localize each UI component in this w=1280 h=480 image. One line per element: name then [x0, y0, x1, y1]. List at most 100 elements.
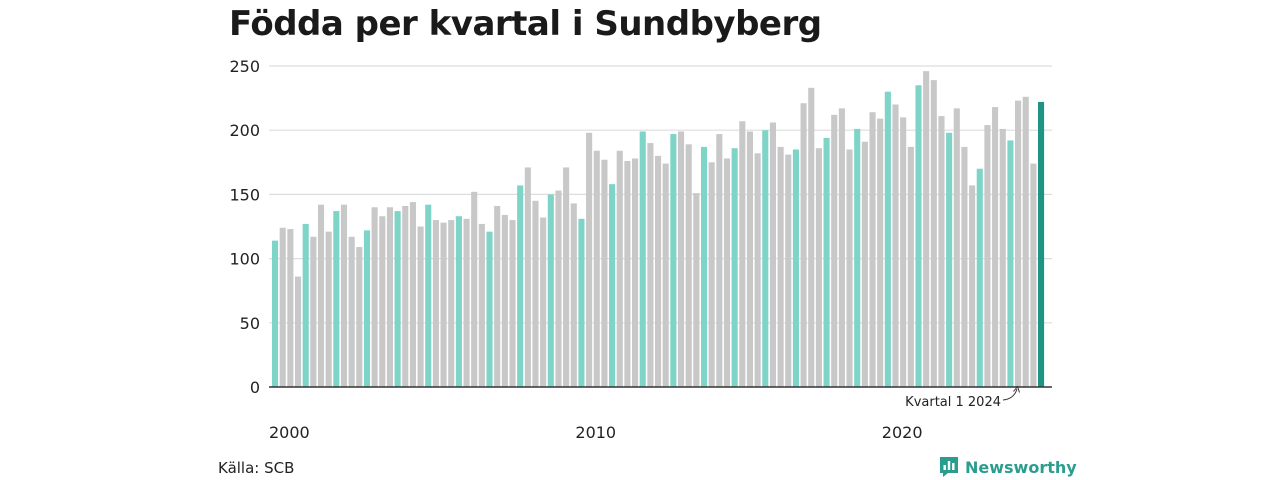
- x-tick-label: 2020: [882, 423, 923, 442]
- bar: [586, 132, 593, 387]
- bar: [325, 231, 332, 387]
- bar: [892, 104, 899, 388]
- brand-name: Newsworthy: [965, 457, 1077, 477]
- bar: [494, 205, 501, 387]
- y-tick-label: 50: [240, 314, 260, 333]
- y-tick-label: 0: [250, 378, 260, 397]
- y-tick-label: 100: [229, 250, 260, 269]
- x-tick-label: 2000: [269, 423, 310, 442]
- bar: [754, 153, 761, 387]
- bar: [455, 216, 462, 387]
- bar: [402, 205, 409, 387]
- bar: [632, 158, 639, 387]
- bar: [923, 71, 930, 387]
- bar: [700, 146, 708, 387]
- bar: [578, 218, 585, 387]
- bar: [999, 128, 1006, 388]
- annotation-arrow: [1002, 388, 1018, 401]
- bar: [884, 91, 891, 388]
- bar: [555, 190, 562, 387]
- bar: [823, 137, 830, 387]
- bar: [792, 149, 799, 387]
- bar: [961, 146, 968, 387]
- bar: [440, 222, 447, 387]
- bar: [486, 231, 493, 387]
- bar: [356, 247, 363, 387]
- bar: [693, 193, 700, 387]
- bar: [708, 162, 715, 387]
- bar: [540, 217, 547, 387]
- brand-logo[interactable]: Newsworthy: [939, 456, 1077, 478]
- bar: [915, 85, 922, 387]
- bar: [601, 159, 608, 387]
- bar: [547, 194, 554, 387]
- bar: [272, 240, 279, 387]
- y-tick-label: 200: [229, 121, 260, 140]
- bar: [677, 131, 685, 387]
- bar: [616, 150, 623, 387]
- bar: [609, 184, 616, 387]
- bar: [394, 211, 401, 387]
- bar: [723, 158, 731, 387]
- bar: [279, 227, 286, 387]
- bar: [570, 203, 577, 387]
- bar: [1022, 96, 1029, 387]
- bar: [294, 276, 302, 387]
- bar: [425, 204, 432, 387]
- bar: [363, 230, 371, 387]
- bar: [984, 125, 991, 387]
- bar: [907, 146, 914, 387]
- bar: [746, 131, 754, 387]
- bar: [371, 207, 378, 387]
- axes: 0 50 100 150 200 250 2000 2010 2020: [229, 57, 1052, 442]
- bar: [938, 116, 945, 387]
- bar: [471, 191, 478, 387]
- bar: [900, 117, 907, 388]
- bar: [1015, 100, 1022, 388]
- bar: [739, 121, 746, 388]
- bar: [854, 128, 861, 388]
- bar: [563, 167, 570, 387]
- bar: [647, 143, 654, 387]
- annotation-arrowhead: [1013, 385, 1020, 393]
- bar: [685, 144, 692, 387]
- bar: [800, 103, 807, 388]
- bar: [1030, 163, 1037, 387]
- bar: [662, 163, 669, 387]
- bar: [302, 223, 309, 387]
- bar: [670, 134, 677, 387]
- chart-title: Födda per kvartal i Sundbyberg: [229, 4, 822, 44]
- bar: [287, 229, 294, 387]
- annotation-label: Kvartal 1 2024: [905, 395, 1001, 410]
- bar-chart-speech-icon: [940, 457, 958, 477]
- bar: [310, 236, 317, 387]
- bar: [379, 216, 386, 387]
- bar: [593, 150, 600, 387]
- bar: [409, 202, 416, 387]
- bar: [624, 161, 631, 387]
- bar: [976, 168, 983, 387]
- bar: [762, 130, 769, 387]
- bar: [501, 214, 508, 387]
- bar: [808, 87, 815, 387]
- bar: [946, 132, 953, 387]
- bar: [1038, 101, 1045, 387]
- bar: [992, 107, 999, 387]
- x-tick-label: 2010: [575, 423, 616, 442]
- bar: [930, 80, 937, 388]
- bar: [769, 122, 776, 387]
- bar: [777, 146, 784, 387]
- bar: [969, 185, 976, 387]
- bars: [272, 71, 1045, 388]
- bar: [532, 200, 539, 387]
- bar: [815, 148, 822, 387]
- bar: [340, 204, 348, 387]
- bar: [953, 108, 960, 388]
- bar: [655, 155, 662, 387]
- bar: [831, 114, 838, 387]
- bar: [478, 223, 485, 387]
- bar: [386, 207, 393, 387]
- bar: [731, 148, 738, 387]
- y-tick-label: 150: [229, 185, 260, 204]
